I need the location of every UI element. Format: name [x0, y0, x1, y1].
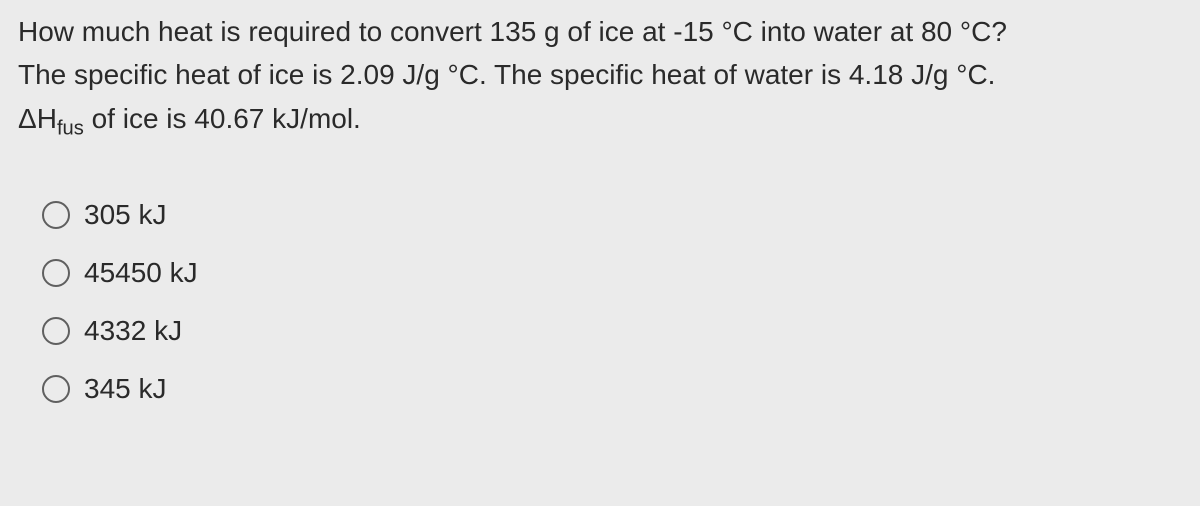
option-label: 4332 kJ	[84, 317, 182, 345]
radio-icon	[42, 317, 70, 345]
radio-icon	[42, 259, 70, 287]
options-group: 305 kJ 45450 kJ 4332 kJ 345 kJ	[18, 201, 1182, 403]
radio-icon	[42, 201, 70, 229]
option-label: 345 kJ	[84, 375, 167, 403]
question-line-3-sub: fus	[57, 117, 84, 139]
option-label: 305 kJ	[84, 201, 167, 229]
radio-icon	[42, 375, 70, 403]
question-line-1: How much heat is required to convert 135…	[18, 16, 1007, 47]
question-line-3-prefix: ΔH	[18, 103, 57, 134]
question-line-2: The specific heat of ice is 2.09 J/g °C.…	[18, 59, 995, 90]
option-1[interactable]: 305 kJ	[42, 201, 1182, 229]
option-2[interactable]: 45450 kJ	[42, 259, 1182, 287]
option-3[interactable]: 4332 kJ	[42, 317, 1182, 345]
option-4[interactable]: 345 kJ	[42, 375, 1182, 403]
option-label: 45450 kJ	[84, 259, 198, 287]
question-line-3-suffix: of ice is 40.67 kJ/mol.	[84, 103, 361, 134]
question-text: How much heat is required to convert 135…	[18, 10, 1182, 145]
